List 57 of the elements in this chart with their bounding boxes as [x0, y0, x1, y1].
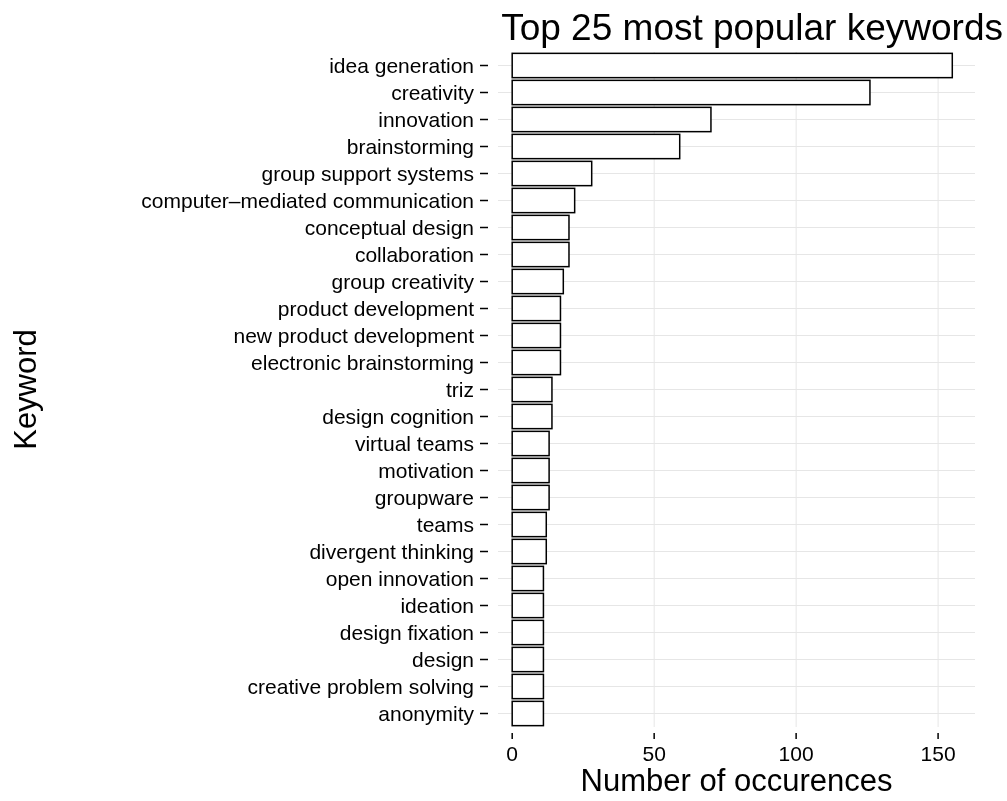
- bar: [511, 673, 545, 700]
- y-tick-label: design fixation: [339, 620, 474, 644]
- y-tick-label: new product development: [233, 323, 475, 347]
- x-tick-label: 50: [642, 742, 666, 765]
- y-tick-label: conceptual design: [304, 215, 474, 239]
- y-tick-label: design: [412, 647, 474, 671]
- x-tick-label: 150: [920, 742, 956, 765]
- y-tick-label: anonymity: [378, 701, 475, 725]
- bar: [511, 619, 545, 646]
- bar: [511, 646, 545, 673]
- y-tick-label: triz: [446, 377, 474, 401]
- y-tick-label: group support systems: [261, 161, 474, 185]
- y-tick-label: motivation: [378, 458, 474, 482]
- bar: [511, 538, 548, 565]
- bar: [511, 700, 545, 727]
- y-tick-label: teams: [416, 512, 474, 536]
- bar: [511, 133, 681, 160]
- x-tick-label: 100: [778, 742, 814, 765]
- y-tick-label: open innovation: [325, 566, 474, 590]
- y-tick-label: divergent thinking: [309, 539, 474, 563]
- y-tick-label: ideation: [400, 593, 474, 617]
- y-tick-label: product development: [277, 296, 475, 320]
- bar: [511, 268, 565, 295]
- bar: [511, 322, 562, 349]
- y-tick-label: electronic brainstorming: [251, 350, 474, 374]
- x-tick-label: 0: [506, 742, 519, 765]
- bar: [511, 430, 550, 457]
- bar: [511, 241, 570, 268]
- y-tick-label: virtual teams: [354, 431, 474, 455]
- y-tick-label: creative problem solving: [247, 674, 474, 698]
- bar: [511, 79, 871, 106]
- bar: [511, 565, 545, 592]
- y-axis-title: Keyword: [8, 329, 43, 450]
- bar: [511, 52, 954, 79]
- y-tick-label: group creativity: [331, 269, 475, 293]
- bar: [511, 511, 548, 538]
- bar: [511, 376, 553, 403]
- bar: [511, 214, 570, 241]
- bar: [511, 160, 593, 187]
- y-tick-label: groupware: [374, 485, 474, 509]
- bar: [511, 349, 562, 376]
- y-tick-label: brainstorming: [346, 134, 474, 158]
- bar: [511, 106, 712, 133]
- y-tick-label: collaboration: [354, 242, 474, 266]
- x-axis-title: Number of occurences: [580, 763, 893, 798]
- bar: [511, 403, 553, 430]
- y-tick-label: idea generation: [329, 53, 474, 77]
- bar: [511, 295, 562, 322]
- y-tick-label: creativity: [391, 80, 475, 104]
- y-tick-label: computer–mediated communication: [141, 188, 474, 212]
- bar: [511, 457, 550, 484]
- bar: [511, 187, 576, 214]
- bar: [511, 484, 550, 511]
- chart-title: Top 25 most popular keywords: [501, 7, 1003, 48]
- bar: [511, 592, 545, 619]
- y-tick-label: innovation: [378, 107, 474, 131]
- y-tick-label: design cognition: [322, 404, 474, 428]
